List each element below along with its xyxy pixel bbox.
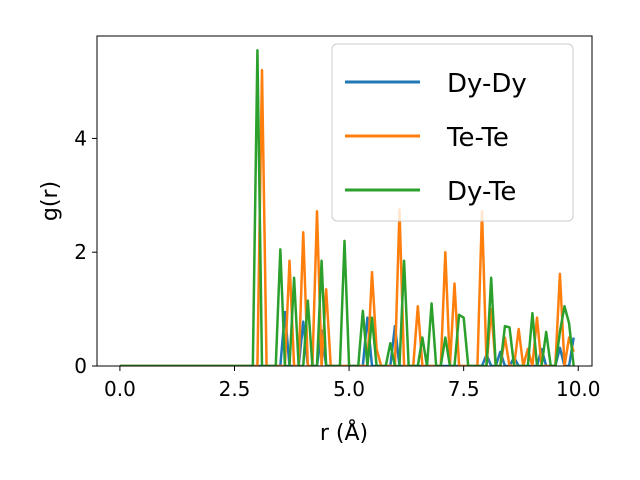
x-tick-label: 5.0 [333,377,365,401]
y-tick-label: 2 [74,240,87,264]
axes-frame [96,35,593,367]
x-axis-label: r (Å) [320,419,368,446]
legend-label-dy-te: Dy-Te [447,177,516,207]
y-axis: 0 2 4 [74,126,97,378]
legend: Dy-Dy Te-Te Dy-Te [331,43,574,222]
x-tick-label: 2.5 [219,377,251,401]
legend-label-dy-dy: Dy-Dy [447,69,527,99]
x-tick-label: 7.5 [448,377,480,401]
y-tick-label: 0 [74,354,87,378]
y-axis-label: g(r) [38,181,63,221]
y-tick-label: 4 [74,126,87,150]
series-group [119,48,575,366]
series-line-dy-te [119,48,575,366]
legend-frame [331,43,574,222]
series-line-dy-dy [119,310,575,366]
legend-label-te-te: Te-Te [446,123,509,153]
x-axis: 0.0 2.5 5.0 7.5 10.0 [104,366,601,401]
x-tick-label: 10.0 [556,377,601,401]
x-tick-label: 0.0 [104,377,136,401]
plot-area [96,35,593,367]
